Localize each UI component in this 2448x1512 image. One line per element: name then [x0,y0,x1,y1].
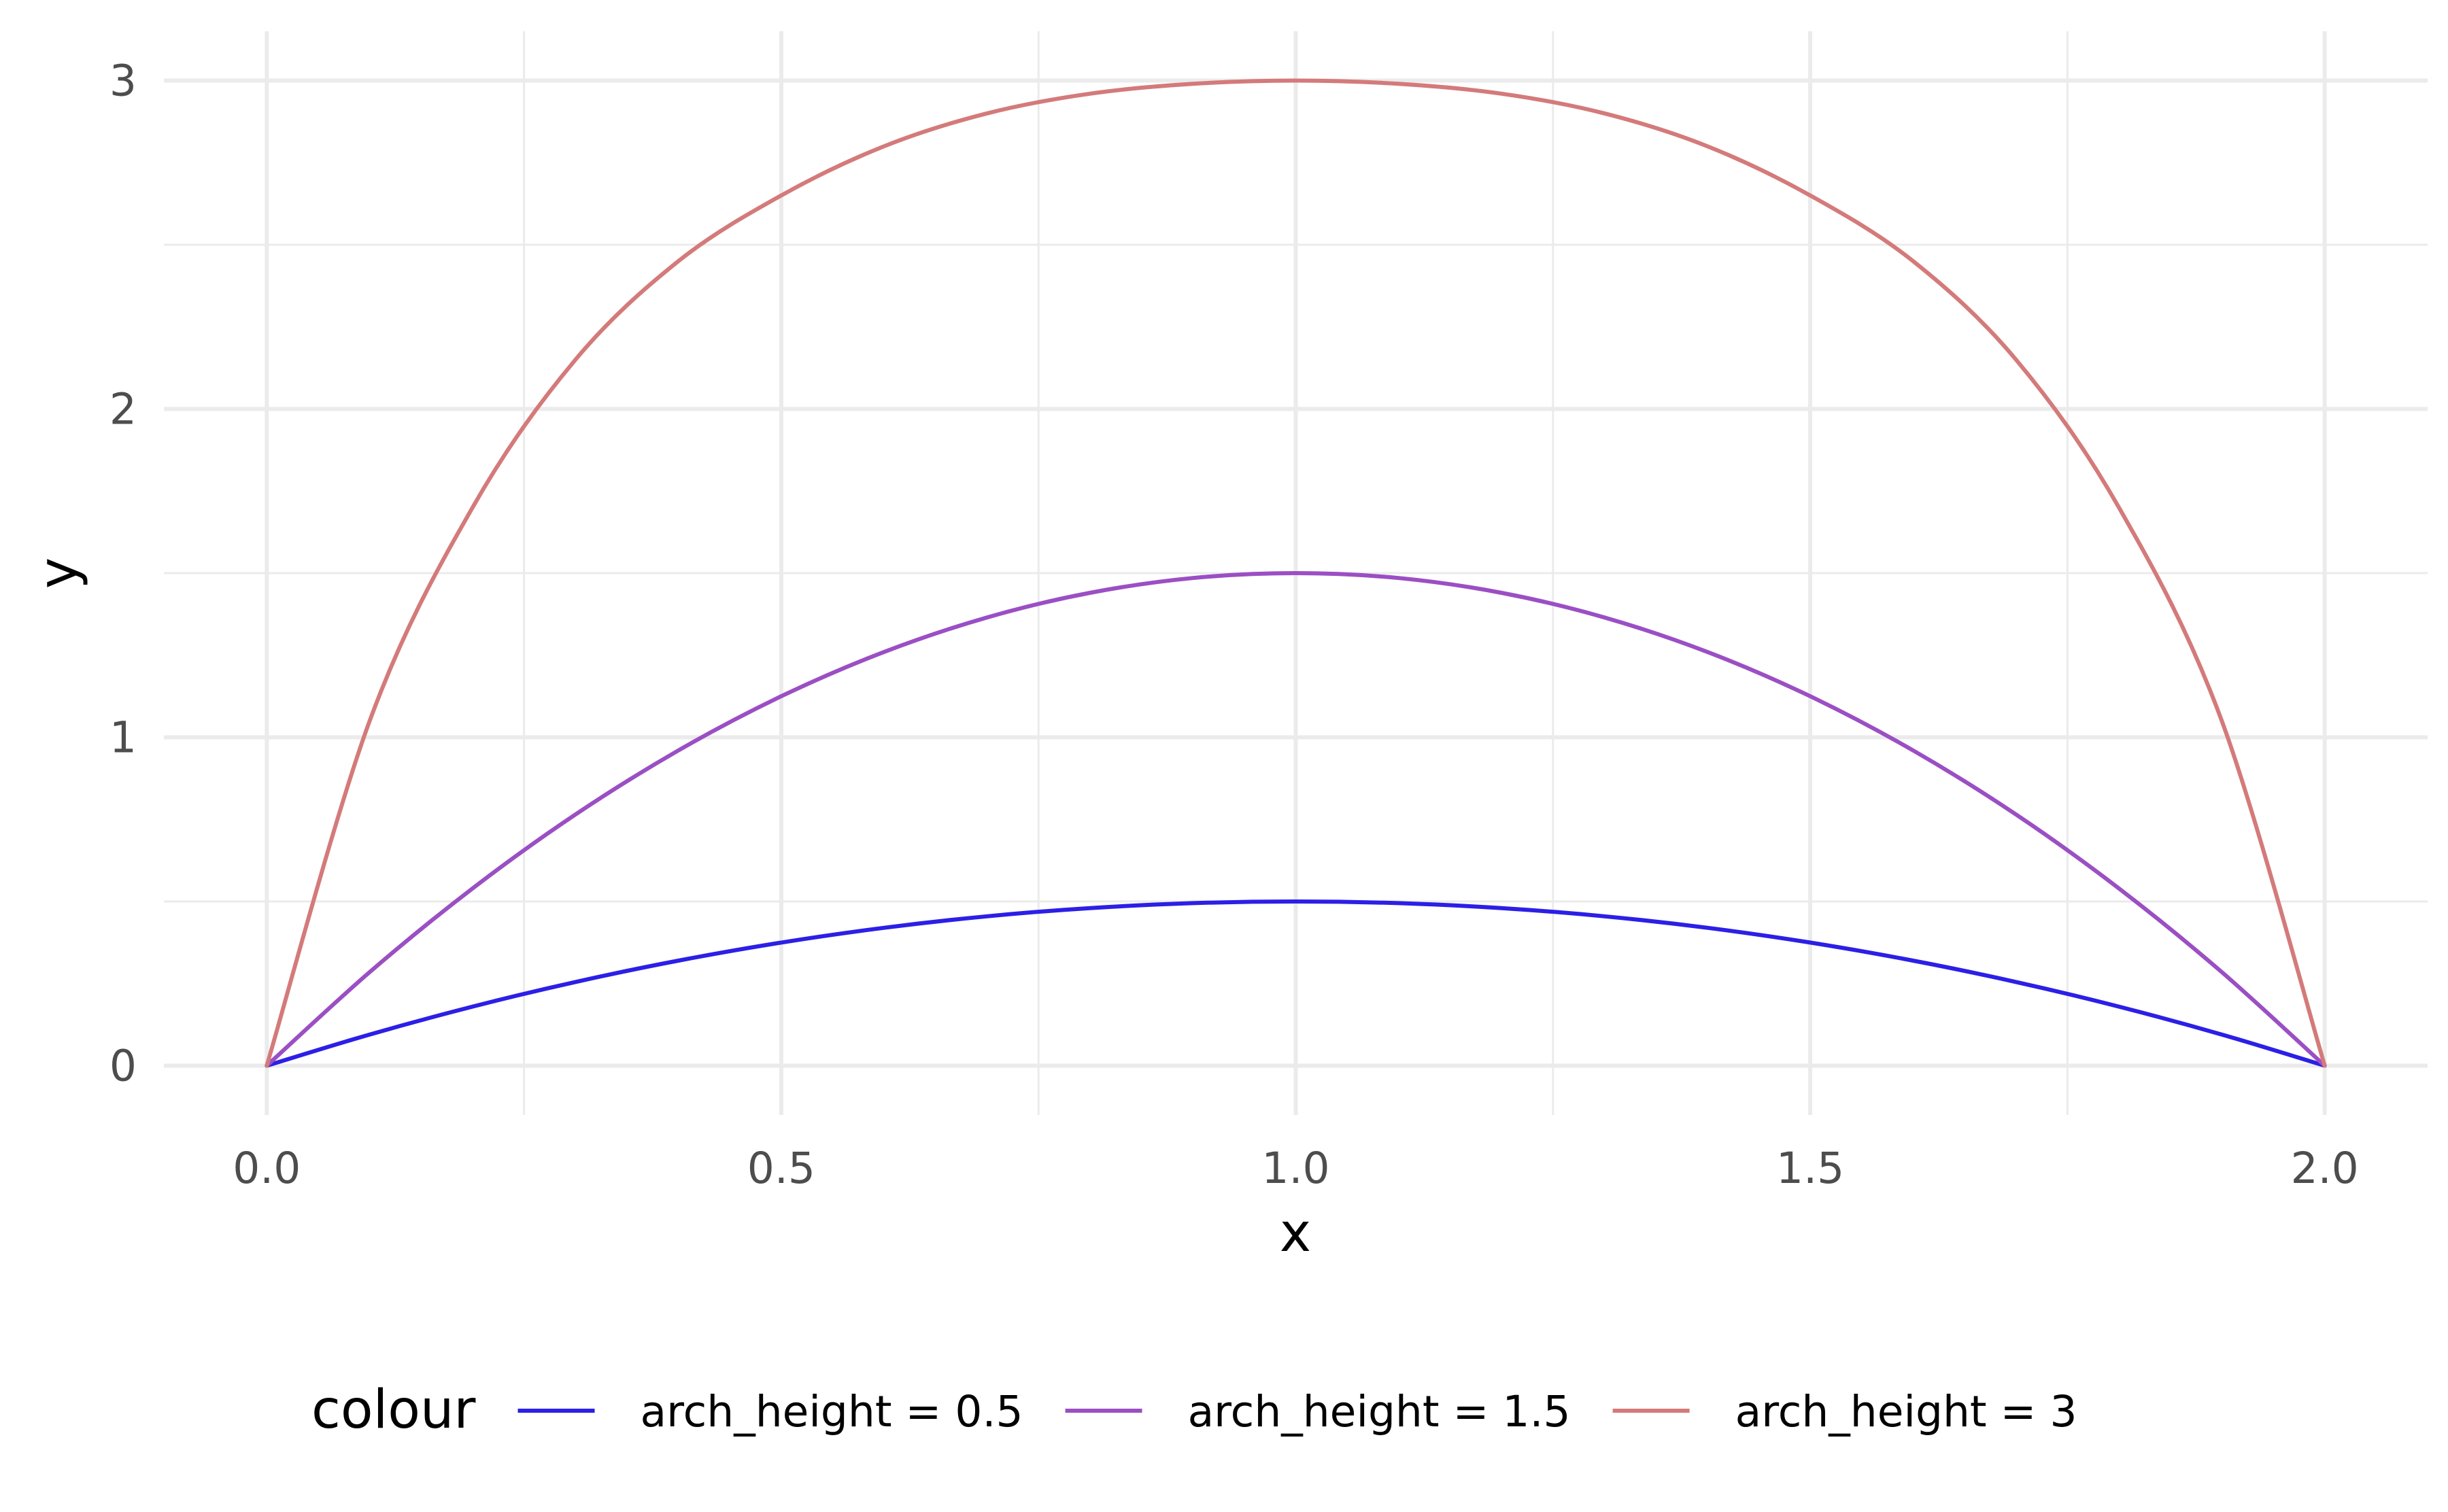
y-tick-labels: 0 1 2 3 [109,56,137,1090]
legend-label-1: arch_height = 0.5 [641,1387,1023,1437]
series-line-2 [265,571,2327,1068]
legend-item-3: arch_height = 3 [1612,1387,2077,1437]
series-line-1 [265,899,2327,1068]
series-layer [265,78,2327,1068]
legend: colour arch_height = 0.5 arch_height = 1.… [311,1379,2077,1441]
x-tick-labels: 0.0 0.5 1.0 1.5 2.0 [233,1144,2359,1193]
legend-label-3: arch_height = 3 [1735,1387,2077,1437]
series-line-3 [265,78,2327,1068]
y-tick-label: 0 [109,1042,137,1091]
legend-label-2: arch_height = 1.5 [1188,1387,1571,1437]
x-tick-label: 1.0 [1261,1144,1329,1193]
y-tick-label: 3 [109,56,137,105]
y-tick-label: 1 [109,713,137,763]
legend-item-1: arch_height = 0.5 [517,1387,1023,1437]
y-tick-label: 2 [109,384,137,434]
legend-item-2: arch_height = 1.5 [1065,1387,1571,1437]
legend-items: arch_height = 0.5 arch_height = 1.5 arch_h… [517,1387,2077,1437]
x-tick-label: 0.5 [747,1144,815,1193]
x-tick-label: 2.0 [2291,1144,2359,1193]
x-axis-title: x [1280,1203,1311,1264]
x-tick-label: 0.0 [233,1144,301,1193]
legend-title: colour [311,1379,476,1441]
x-tick-label: 1.5 [1776,1144,1844,1193]
y-axis-title: y [28,557,89,589]
grid-major [164,31,2428,1115]
